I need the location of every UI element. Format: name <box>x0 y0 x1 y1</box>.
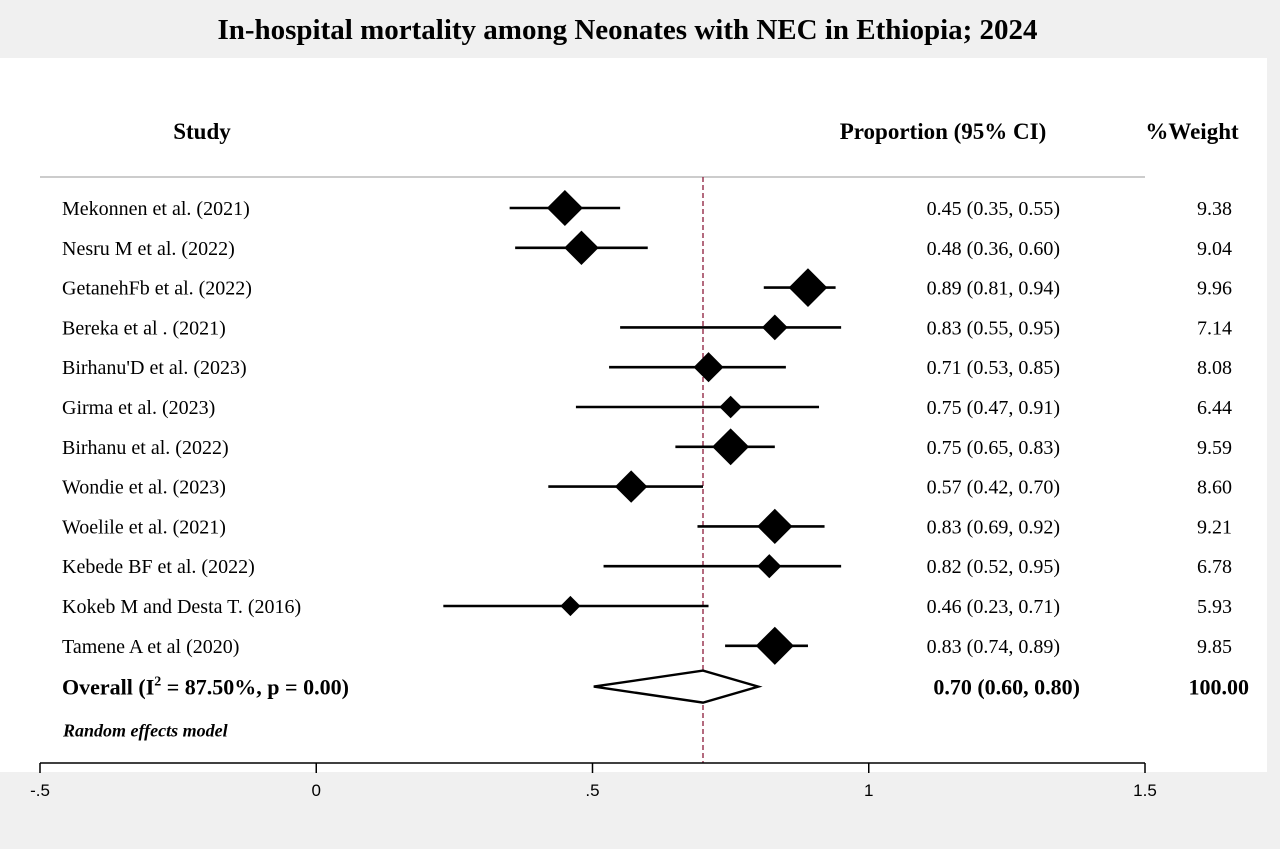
x-tick-label: 0 <box>312 781 321 800</box>
point-estimate-diamond <box>788 268 828 307</box>
overall-label: Overall (I2 = 87.50%, p = 0.00) <box>62 675 349 700</box>
header-weight: %Weight <box>1145 119 1239 144</box>
ci-value: 0.82 (0.52, 0.95) <box>927 556 1060 578</box>
ci-value: 0.75 (0.65, 0.83) <box>927 437 1060 459</box>
ci-value: 0.83 (0.55, 0.95) <box>927 317 1060 339</box>
point-estimate-diamond <box>546 189 583 227</box>
ci-value: 0.57 (0.42, 0.70) <box>927 477 1060 499</box>
weight-value: 9.04 <box>1197 238 1232 260</box>
study-label: Birhanu'D et al. (2023) <box>62 357 247 379</box>
weight-value: 5.93 <box>1197 596 1232 618</box>
study-label: Nesru M et al. (2022) <box>62 238 235 260</box>
ci-value: 0.83 (0.69, 0.92) <box>927 516 1060 538</box>
x-tick-label: 1.5 <box>1133 781 1157 800</box>
model-note: Random effects model <box>62 721 228 741</box>
weight-value: 9.96 <box>1197 278 1232 300</box>
ci-value: 0.46 (0.23, 0.71) <box>927 596 1060 618</box>
x-tick-label: 1 <box>864 781 873 800</box>
study-label: Wondie et al. (2023) <box>62 477 226 499</box>
title-band <box>0 0 1280 58</box>
study-label: Kebede BF et al. (2022) <box>62 556 255 578</box>
overall-ci-value: 0.70 (0.60, 0.80) <box>933 675 1080 700</box>
ci-value: 0.48 (0.36, 0.60) <box>927 238 1060 260</box>
ci-value: 0.71 (0.53, 0.85) <box>927 357 1060 379</box>
ci-value: 0.75 (0.47, 0.91) <box>927 397 1060 419</box>
weight-value: 9.38 <box>1197 198 1232 220</box>
ci-value: 0.83 (0.74, 0.89) <box>927 636 1060 658</box>
header-study: Study <box>173 119 231 144</box>
point-estimate-diamond <box>755 626 794 665</box>
weight-value: 9.85 <box>1197 636 1232 658</box>
weight-value: 9.21 <box>1197 516 1232 538</box>
study-label: Woelile et al. (2021) <box>62 516 226 538</box>
point-estimate-diamond <box>564 230 599 266</box>
bottom-band <box>0 772 1280 849</box>
point-estimate-diamond <box>693 352 724 383</box>
weight-value: 7.14 <box>1197 317 1232 339</box>
weight-value: 6.78 <box>1197 556 1232 578</box>
point-estimate-diamond <box>757 554 782 579</box>
header-estimate: Proportion (95% CI) <box>840 119 1047 144</box>
right-band <box>1267 58 1280 772</box>
study-label: GetanehFb et al. (2022) <box>62 278 252 300</box>
weight-value: 8.60 <box>1197 477 1232 499</box>
point-estimate-diamond <box>757 508 793 545</box>
point-estimate-diamond <box>560 595 581 617</box>
weight-value: 9.59 <box>1197 437 1232 459</box>
ci-value: 0.89 (0.81, 0.94) <box>927 278 1060 300</box>
ci-value: 0.45 (0.35, 0.55) <box>927 198 1060 220</box>
point-estimate-diamond <box>614 470 648 503</box>
point-estimate-diamond <box>712 428 750 466</box>
study-label: Birhanu et al. (2022) <box>62 437 229 459</box>
point-estimate-diamond <box>761 314 788 341</box>
chart-title: In-hospital mortality among Neonates wit… <box>217 14 1038 46</box>
weight-value: 6.44 <box>1197 397 1232 419</box>
study-label: Tamene A et al (2020) <box>62 636 239 658</box>
weight-value: 8.08 <box>1197 357 1232 379</box>
marks-group: Mekonnen et al. (2021) 0.45 (0.35, 0.55) 9… <box>30 177 1249 800</box>
study-label: Bereka et al . (2021) <box>62 317 226 339</box>
study-label: Girma et al. (2023) <box>62 397 215 419</box>
overall-weight-value: 100.00 <box>1189 675 1250 700</box>
x-tick-label: -.5 <box>30 781 50 800</box>
x-tick-label: .5 <box>585 781 599 800</box>
study-label: Kokeb M and Desta T. (2016) <box>62 596 301 618</box>
overall-diamond <box>593 669 763 704</box>
point-estimate-diamond <box>719 395 742 419</box>
study-label: Mekonnen et al. (2021) <box>62 198 250 220</box>
